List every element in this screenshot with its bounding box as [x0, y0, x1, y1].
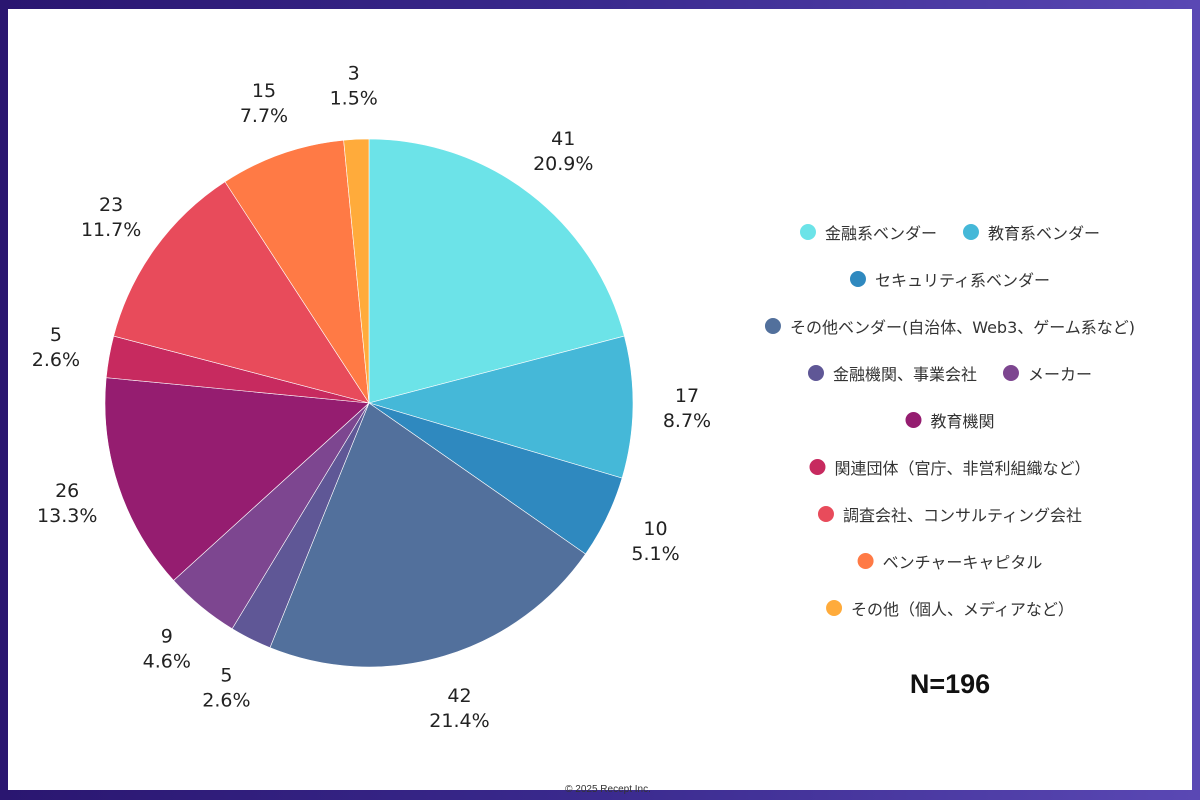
pie-slice: [343, 138, 370, 404]
pie-slice: [224, 139, 370, 404]
slice-data-label: 5 2.6%: [202, 664, 250, 711]
slice-data-label: 10 5.1%: [631, 518, 679, 565]
slice-data-label: 5 2.6%: [32, 324, 80, 371]
pie-slice: [269, 402, 586, 668]
slice-percent-label: 21.4%: [429, 710, 489, 732]
slice-data-label: 26 13.3%: [37, 480, 97, 527]
slice-data-label: 41 20.9%: [533, 128, 593, 175]
pie-chart: 41 20.9% 17 8.7% 10 5.1% 42 21.4% 5 2.6% 9 4.6% 26 13…: [32, 62, 711, 732]
sample-size-label: N=196: [909, 669, 991, 699]
slice-data-label: 3 1.5%: [330, 62, 378, 109]
slice-percent-label: 5.1%: [631, 543, 679, 565]
slice-value-label: 26: [55, 480, 79, 502]
slice-value-label: 5: [220, 664, 232, 686]
slice-percent-label: 1.5%: [330, 87, 378, 109]
chart-card: 41 20.9% 17 8.7% 10 5.1% 42 21.4% 5 2.6% 9 4.6% 26 13…: [8, 9, 1192, 795]
slice-data-label: 17 8.7%: [663, 385, 711, 432]
pie-slice: [367, 335, 634, 479]
slice-value-label: 42: [447, 685, 471, 707]
slice-data-label: 42 21.4%: [429, 685, 489, 732]
pie-slice: [368, 138, 625, 404]
slice-data-label: 15 7.7%: [240, 80, 288, 127]
slice-value-label: 41: [551, 128, 575, 150]
slice-data-label: 9 4.6%: [143, 625, 191, 672]
slice-percent-label: 7.7%: [240, 105, 288, 127]
slice-percent-label: 2.6%: [32, 349, 80, 371]
slice-percent-label: 2.6%: [202, 689, 250, 711]
pie-slice: [104, 377, 370, 581]
slice-value-label: 17: [675, 385, 699, 407]
slice-percent-label: 13.3%: [37, 505, 97, 527]
pie-slice: [113, 181, 370, 404]
slice-percent-label: 8.7%: [663, 410, 711, 432]
slice-value-label: 3: [348, 62, 360, 84]
copyright-text: © 2025 Recept Inc.: [565, 784, 651, 795]
slice-data-label: 23 11.7%: [81, 194, 141, 241]
slice-value-label: 5: [50, 324, 62, 346]
slice-percent-label: 4.6%: [143, 650, 191, 672]
slice-value-label: 9: [161, 625, 173, 647]
slice-value-label: 10: [643, 518, 667, 540]
slice-percent-label: 20.9%: [533, 153, 593, 175]
slice-value-label: 23: [99, 194, 123, 216]
slice-value-label: 15: [252, 80, 276, 102]
slice-percent-label: 11.7%: [81, 219, 141, 241]
